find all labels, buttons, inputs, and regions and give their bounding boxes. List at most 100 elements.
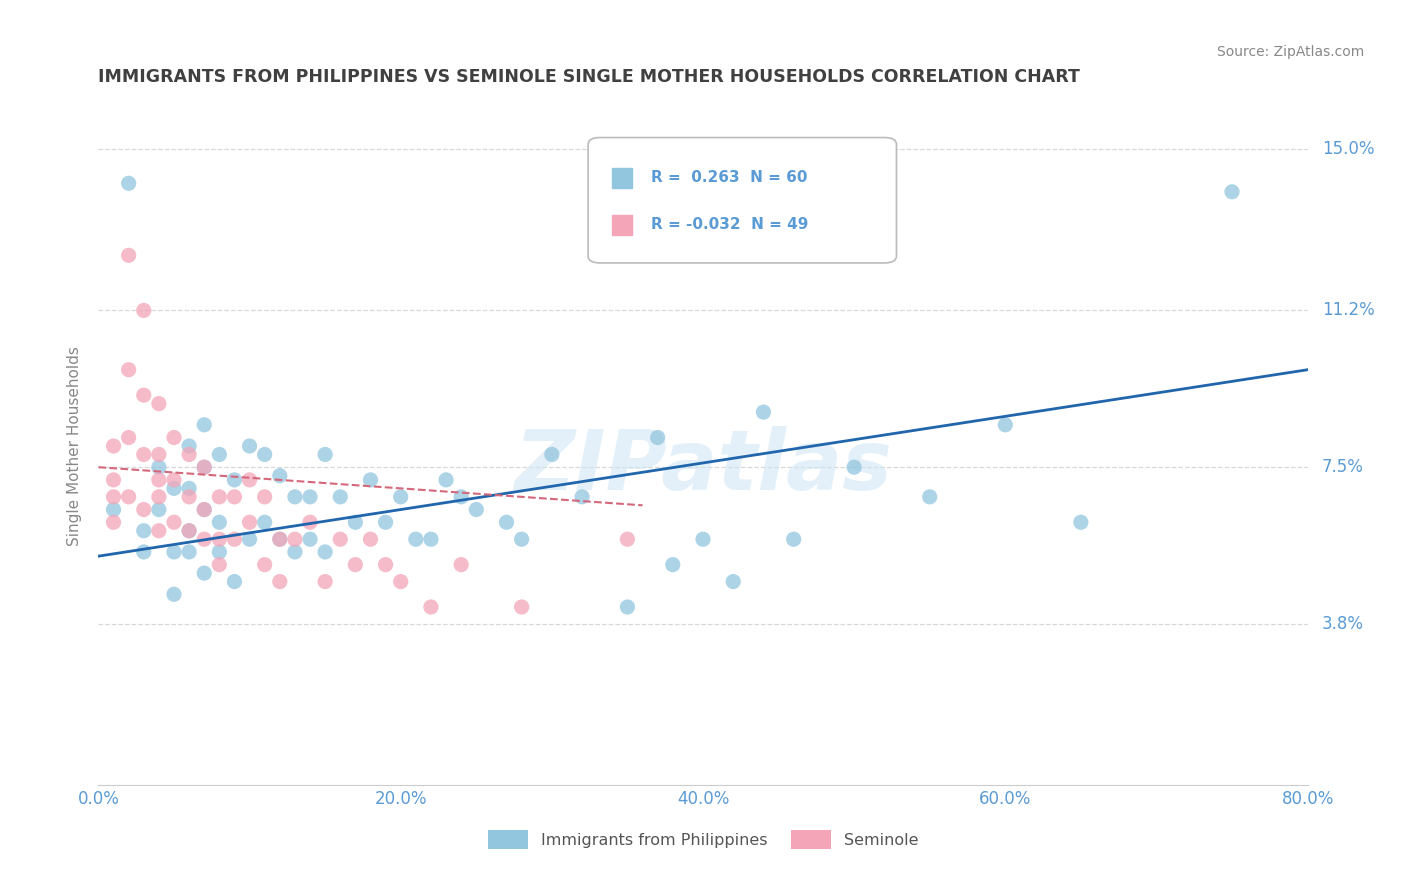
Point (314, 448, 336, 462)
Point (420, 532, 443, 546)
Text: R = -0.032  N = 49: R = -0.032 N = 49 (651, 218, 808, 232)
Point (163, 430, 186, 444)
Point (193, 532, 215, 546)
Point (344, 558, 367, 572)
Point (193, 566, 215, 581)
Point (163, 545, 186, 559)
Point (193, 460, 215, 475)
Point (193, 460, 215, 475)
Point (103, 473, 125, 487)
Point (329, 490, 352, 504)
Point (208, 558, 231, 572)
Point (148, 473, 170, 487)
Point (118, 490, 141, 504)
Point (661, 558, 683, 572)
Point (752, 405, 775, 419)
Point (253, 448, 276, 462)
Point (224, 574, 246, 589)
Point (918, 490, 941, 504)
Point (148, 502, 170, 516)
Point (269, 468, 291, 483)
Point (510, 532, 533, 546)
Point (132, 545, 155, 559)
Point (148, 490, 170, 504)
Point (179, 524, 201, 538)
Point (1220, 185, 1243, 199)
Legend: Immigrants from Philippines, Seminole: Immigrants from Philippines, Seminole (481, 823, 925, 855)
Point (299, 515, 322, 529)
Point (374, 515, 396, 529)
Point (208, 448, 231, 462)
Text: 11.2%: 11.2% (1322, 301, 1375, 319)
Point (723, 574, 745, 589)
Point (148, 396, 170, 410)
Point (148, 524, 170, 538)
Point (692, 532, 714, 546)
Point (224, 473, 246, 487)
Point (450, 490, 472, 504)
Point (208, 515, 231, 529)
Point (132, 502, 155, 516)
Point (132, 303, 155, 318)
Point (299, 532, 322, 546)
Point (239, 515, 262, 529)
Point (239, 532, 262, 546)
Point (193, 417, 215, 432)
Point (148, 460, 170, 475)
Point (163, 587, 186, 601)
Point (239, 473, 262, 487)
Point (1070, 515, 1092, 529)
Point (103, 502, 125, 516)
Point (253, 490, 276, 504)
Point (103, 515, 125, 529)
Point (510, 599, 533, 614)
Point (299, 490, 322, 504)
Point (118, 248, 141, 262)
Point (783, 532, 806, 546)
Point (616, 599, 638, 614)
Point (269, 574, 291, 589)
Point (118, 363, 141, 377)
Point (179, 490, 201, 504)
Point (616, 532, 638, 546)
Point (103, 439, 125, 453)
Point (224, 532, 246, 546)
Text: 7.5%: 7.5% (1322, 458, 1364, 476)
Point (179, 524, 201, 538)
Point (465, 502, 488, 516)
Point (179, 545, 201, 559)
Point (360, 473, 382, 487)
Point (540, 448, 562, 462)
Point (103, 490, 125, 504)
Point (994, 417, 1017, 432)
Point (647, 430, 669, 444)
Point (360, 532, 382, 546)
Point (148, 448, 170, 462)
FancyBboxPatch shape (588, 137, 897, 263)
Point (208, 532, 231, 546)
Point (269, 532, 291, 546)
Point (450, 558, 472, 572)
Point (239, 439, 262, 453)
Point (193, 502, 215, 516)
Point (284, 490, 307, 504)
Point (179, 439, 201, 453)
Point (179, 448, 201, 462)
Point (208, 490, 231, 504)
Text: 15.0%: 15.0% (1322, 140, 1375, 159)
Point (132, 448, 155, 462)
Point (224, 490, 246, 504)
Point (344, 515, 367, 529)
Point (284, 532, 307, 546)
Point (132, 524, 155, 538)
Point (179, 482, 201, 496)
Point (389, 574, 412, 589)
Point (163, 482, 186, 496)
Point (571, 490, 593, 504)
Point (253, 558, 276, 572)
Text: ZIPatlas: ZIPatlas (515, 425, 891, 507)
Text: R =  0.263  N = 60: R = 0.263 N = 60 (651, 170, 807, 186)
Point (389, 490, 412, 504)
Point (132, 388, 155, 402)
Point (193, 502, 215, 516)
